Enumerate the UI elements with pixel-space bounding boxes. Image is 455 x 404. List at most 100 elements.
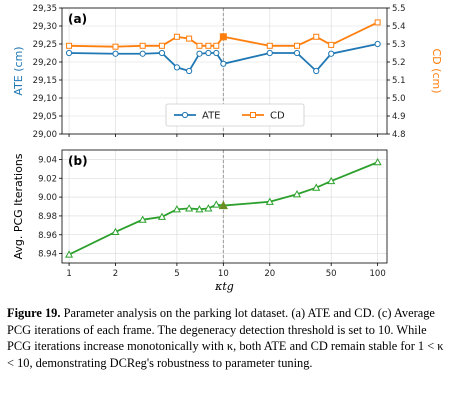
point-cd: [186, 35, 193, 42]
point-pcg: [65, 250, 74, 258]
x-ticks-b: 1 2 5 10 20 50 100: [66, 263, 386, 279]
point-pcg: [312, 183, 321, 191]
y-tick-label-right: 5.4: [392, 22, 406, 32]
legend-ate-marker: [181, 111, 189, 119]
point-pcg: [327, 176, 336, 185]
caption-label: Figure 19.: [7, 306, 61, 320]
point-ate: [220, 60, 227, 67]
point-ate: [65, 49, 73, 57]
y-tick-label-left: 29,30: [33, 22, 57, 32]
point-cd: [205, 42, 212, 49]
legend-ate-label: ATE: [202, 111, 221, 122]
point-cd: [66, 42, 73, 49]
point-pcg: [265, 197, 274, 205]
y-tick-label-right: 5.1: [392, 76, 406, 86]
y-tick-label: 8.98: [38, 212, 57, 222]
point-pcg: [373, 158, 382, 166]
y-tick-label-right: 5.5: [392, 4, 406, 14]
legend-ate-swatch: [174, 111, 196, 119]
point-pcg: [157, 212, 166, 220]
point-pcg: [172, 205, 181, 213]
y-ticks-left-a: 29,00 29,05 29,10 29,15 29,20 29,25 29,30 29,35: [33, 4, 62, 140]
figure: 29,00 29,05 29,10 29,15 29,20 29,25 29,30 29,35…: [12, 4, 443, 293]
point-cd: [293, 42, 300, 49]
caption-text: Parameter analysis on the parking lot da…: [7, 306, 444, 370]
point-pcg: [185, 204, 194, 212]
x-tick-label: 20: [264, 269, 275, 279]
point-ate: [158, 49, 166, 57]
y-tick-label-left: 29,35: [33, 4, 57, 14]
legend-cd-label: CD: [270, 111, 285, 122]
point-cd: [173, 33, 180, 40]
point-pcg: [111, 227, 120, 235]
y-axis-label-right-a: CD (cm): [430, 49, 443, 94]
y-tick-label-left: 29,05: [33, 112, 57, 122]
y-tick-label-right: 4.8: [392, 130, 406, 140]
series-ate: [65, 40, 381, 75]
y-tick-label-left: 29,10: [33, 94, 57, 104]
y-tick-label-left: 29,25: [33, 40, 57, 50]
point-cd: [219, 33, 227, 41]
point-cd: [158, 42, 165, 49]
y-tick-label-left: 29,00: [33, 130, 57, 140]
series-pcg: [65, 158, 382, 258]
x-tick-label: 50: [326, 269, 337, 279]
legend-box: [165, 103, 305, 127]
y-ticks-right-a: 4.8 4.9 5.0 5.1 5.2 5.3 5.4 5.5: [387, 4, 406, 140]
point-cd: [374, 19, 381, 26]
legend-a: ATE CD: [165, 103, 305, 127]
series-cd: [66, 19, 381, 50]
point-pcg: [204, 204, 213, 212]
y-tick-label-right: 4.9: [392, 112, 406, 122]
series-b: [65, 158, 382, 258]
point-ate: [293, 49, 301, 57]
point-ate: [186, 67, 193, 75]
point-cd: [139, 42, 146, 49]
y-tick-label: 8.96: [38, 231, 57, 241]
point-ate: [374, 40, 381, 48]
point-cd: [328, 41, 335, 48]
y-tick-label-right: 5.0: [392, 94, 406, 104]
y-tick-label-right: 5.3: [392, 40, 406, 50]
y-tick-label: 9.02: [38, 174, 57, 184]
point-ate: [205, 49, 212, 57]
y-axis-label-b: Avg. PCG Iterations: [12, 153, 25, 259]
x-tick-label: 10: [218, 269, 229, 279]
point-ate: [328, 50, 335, 57]
point-ate: [266, 49, 273, 57]
point-ate: [313, 67, 320, 75]
x-tick-label: 5: [174, 269, 179, 279]
point-ate: [173, 64, 181, 71]
panel-label-a: (a): [68, 12, 87, 26]
y-axis-label-left-a: ATE (cm): [12, 46, 25, 95]
y-tick-label-left: 29,20: [33, 58, 57, 68]
point-cd: [112, 43, 119, 50]
point-pcg: [138, 215, 147, 223]
point-pcg: [212, 200, 221, 208]
point-pcg: [195, 205, 204, 213]
point-pcg: [292, 190, 302, 198]
y-tick-label: 9.00: [38, 193, 57, 203]
x-ticks-a: [68, 134, 379, 137]
point-cd: [266, 42, 273, 49]
point-ate: [139, 50, 146, 57]
frame-a: [61, 7, 388, 135]
point-ate: [112, 50, 119, 57]
point-cd: [313, 33, 320, 40]
series-a: [65, 19, 381, 75]
legend-cd-swatch: [242, 112, 264, 118]
legend-cd-marker: [250, 112, 256, 118]
y-ticks-b: 8.94 8.96 8.98 9.00 9.02 9.04: [38, 155, 62, 260]
panel-label-b: (b): [68, 154, 88, 168]
figure-caption: Figure 19. Parameter analysis on the par…: [7, 305, 450, 371]
point-ate: [213, 49, 220, 57]
point-cd: [196, 42, 203, 49]
x-axis-label-b: κtg: [214, 280, 234, 293]
panel-b-pcg-chart: 8.94 8.96 8.98 9.00 9.02 9.04 1 2 5 10 20 50 100 (b…: [12, 149, 388, 293]
x-tick-label: 100: [370, 269, 386, 279]
y-tick-label: 8.94: [38, 250, 57, 260]
point-pcg: [218, 200, 228, 210]
frame-b: [61, 149, 388, 264]
panel-a-ate-cd-chart: 29,00 29,05 29,10 29,15 29,20 29,25 29,30 29,35…: [12, 4, 443, 140]
y-tick-label-right: 5.2: [392, 58, 406, 68]
